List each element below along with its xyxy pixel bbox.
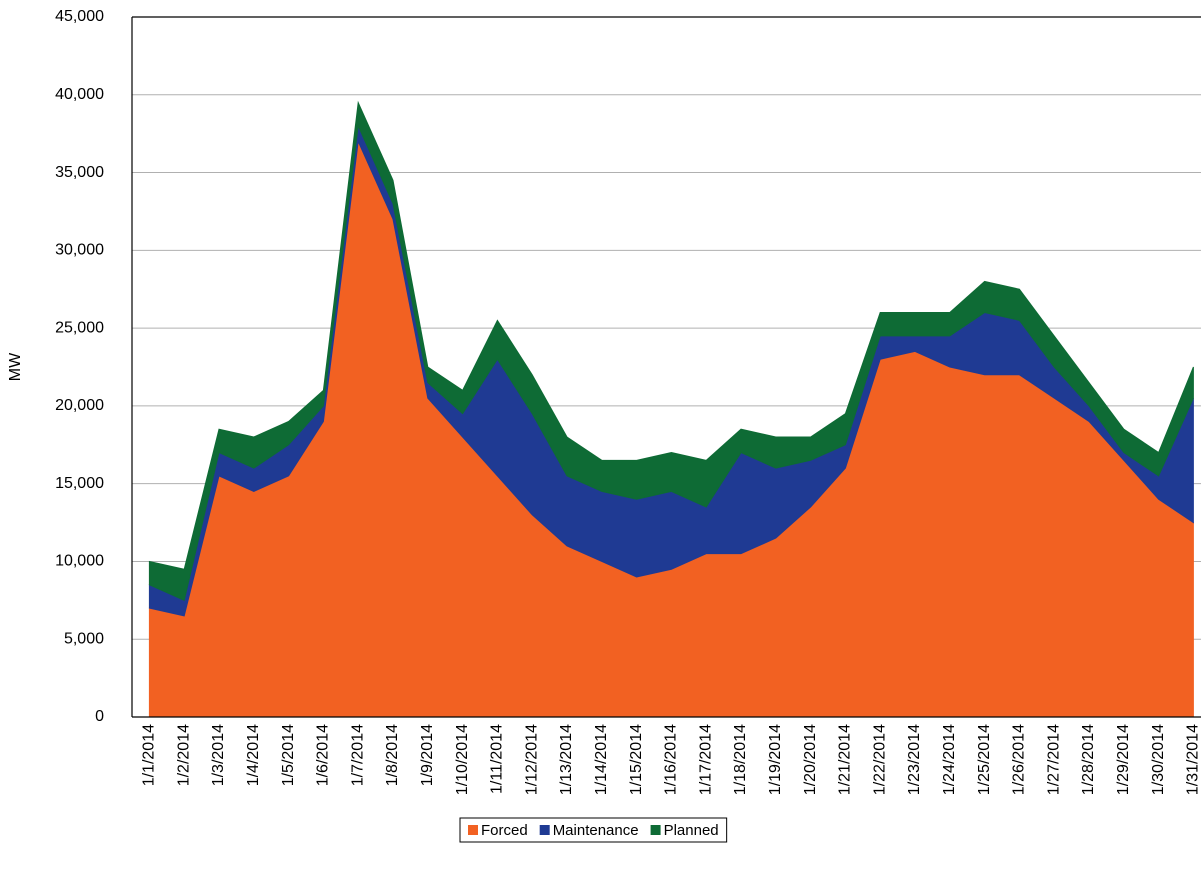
legend-label: Maintenance <box>553 822 639 839</box>
x-tick-label: 1/2/2014 <box>175 724 192 786</box>
y-tick-label: 15,000 <box>55 475 104 492</box>
y-axis-label: MW <box>7 352 24 381</box>
legend-box <box>459 817 728 843</box>
legend-swatch <box>650 825 661 835</box>
x-tick-label: 1/9/2014 <box>419 724 436 786</box>
x-tick-label: 1/28/2014 <box>1080 724 1097 795</box>
x-tick-label: 1/30/2014 <box>1150 724 1167 795</box>
legend: Forced Maintenance Planned <box>459 817 728 843</box>
x-tick-label: 1/12/2014 <box>523 724 540 795</box>
legend-label: Planned <box>664 822 719 839</box>
x-tick-label: 1/18/2014 <box>732 724 749 795</box>
x-tick-label: 1/29/2014 <box>1115 724 1132 795</box>
x-tick-label: 1/13/2014 <box>558 724 575 795</box>
x-tick-label: 1/3/2014 <box>210 724 227 786</box>
x-tick-label: 1/11/2014 <box>489 724 506 794</box>
y-tick-label: 25,000 <box>55 319 104 336</box>
x-tick-label: 1/31/2014 <box>1185 724 1201 795</box>
y-tick-label: 20,000 <box>55 397 104 414</box>
x-tick-label: 1/24/2014 <box>941 724 958 795</box>
x-tick-label: 1/7/2014 <box>349 724 366 786</box>
x-tick-label: 1/22/2014 <box>871 724 888 795</box>
area <box>148 100 1194 602</box>
x-tick-label: 1/5/2014 <box>280 724 297 786</box>
x-tick-label: 1/21/2014 <box>837 724 854 795</box>
y-tick-label: 45,000 <box>55 8 104 25</box>
x-tick-label: 1/4/2014 <box>245 724 262 786</box>
x-tick-label: 1/26/2014 <box>1011 724 1028 795</box>
legend-swatch <box>468 825 478 835</box>
y-tick-label: 35,000 <box>55 164 104 181</box>
x-tick-label: 1/16/2014 <box>663 724 680 795</box>
x-tick-label: 1/20/2014 <box>802 724 819 795</box>
x-tick-label: 1/1/2014 <box>141 724 158 786</box>
x-tick-label: 1/27/2014 <box>1045 724 1062 795</box>
x-tick-label: 1/10/2014 <box>454 724 471 795</box>
y-tick-label: 10,000 <box>55 553 104 570</box>
x-tick-label: 1/15/2014 <box>628 724 645 795</box>
y-tick-label: 40,000 <box>55 86 104 103</box>
x-tick-label: 1/14/2014 <box>593 724 610 795</box>
x-tick-label: 1/17/2014 <box>697 724 714 795</box>
legend-swatch <box>539 825 550 835</box>
y-tick-label: 30,000 <box>55 242 104 259</box>
x-tick-label: 1/8/2014 <box>384 724 401 786</box>
x-tick-label: 1/25/2014 <box>976 724 993 795</box>
x-tick-label: 1/19/2014 <box>767 724 784 795</box>
x-tick-label: 1/23/2014 <box>906 724 923 795</box>
legend-label: Forced <box>481 822 528 839</box>
y-tick-label: 5,000 <box>64 630 104 647</box>
y-tick-label: 0 <box>95 708 104 725</box>
x-tick-label: 1/6/2014 <box>315 724 332 786</box>
